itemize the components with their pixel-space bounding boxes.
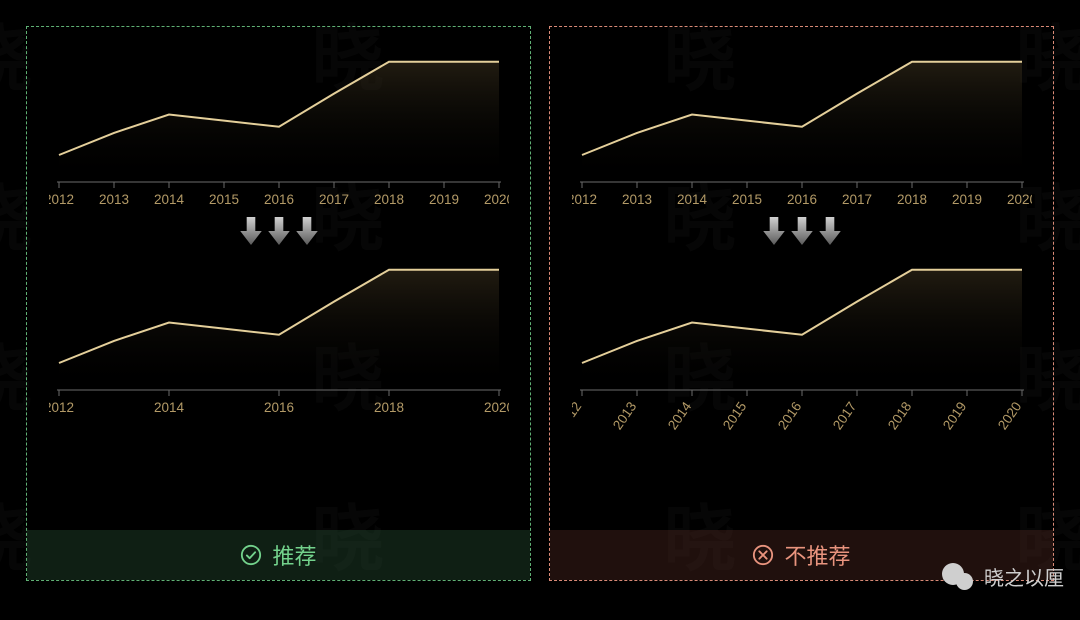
watermark: 晓之以厘 <box>942 562 1064 591</box>
chart-top-bad: 2012 2013 2014 2015 2016 2017 2018 2019 2020 <box>572 41 1032 211</box>
svg-text:2017: 2017 <box>829 399 859 432</box>
footer-label-bad: 不推荐 <box>784 539 850 571</box>
check-circle-icon <box>240 544 262 566</box>
svg-text:2013: 2013 <box>98 192 128 207</box>
chart-bottom-bad: 2012 2013 2014 2015 2016 2017 2018 2019 2020 <box>572 249 1032 444</box>
svg-text:2018: 2018 <box>884 399 914 432</box>
svg-text:2016: 2016 <box>786 192 816 207</box>
wechat-icon <box>942 563 976 591</box>
svg-text:2019: 2019 <box>951 192 981 207</box>
svg-text:2015: 2015 <box>731 192 761 207</box>
svg-text:2016: 2016 <box>774 399 804 432</box>
svg-text:2017: 2017 <box>841 192 871 207</box>
panel-recommended: 2012 2013 2014 2015 2016 2017 2018 2019 2020 201… <box>26 26 531 581</box>
svg-text:2014: 2014 <box>153 400 184 415</box>
area-chart-sparse-labels: 2012 2014 2016 2018 2020 <box>49 249 509 419</box>
footer-recommended: 推荐 <box>27 530 530 580</box>
svg-text:2020: 2020 <box>1006 192 1031 207</box>
svg-text:2019: 2019 <box>428 192 458 207</box>
svg-text:2017: 2017 <box>318 192 348 207</box>
arrow-down-icon <box>791 217 813 245</box>
svg-text:2012: 2012 <box>572 399 584 432</box>
comparison-container: 2012 2013 2014 2015 2016 2017 2018 2019 2020 201… <box>0 0 1080 601</box>
x-circle-icon <box>752 544 774 566</box>
arrow-down-icon <box>240 217 262 245</box>
svg-text:2018: 2018 <box>373 400 403 415</box>
watermark-text: 晓之以厘 <box>984 562 1064 591</box>
svg-text:2014: 2014 <box>676 192 707 207</box>
chart-top-good: 2012 2013 2014 2015 2016 2017 2018 2019 2020 <box>49 41 509 211</box>
area-chart-dense-labels-2: 2012 2013 2014 2015 2016 2017 2018 2019 2020 <box>572 41 1032 211</box>
arrow-down-icon <box>819 217 841 245</box>
svg-text:2020: 2020 <box>483 400 508 415</box>
svg-text:2013: 2013 <box>609 399 639 432</box>
arrows-down-2 <box>763 217 841 245</box>
svg-text:2014: 2014 <box>153 192 184 207</box>
svg-text:2012: 2012 <box>572 192 597 207</box>
svg-text:2019: 2019 <box>939 399 969 432</box>
arrow-down-icon <box>268 217 290 245</box>
arrow-down-icon <box>296 217 318 245</box>
svg-text:2018: 2018 <box>373 192 403 207</box>
area-chart-dense-labels: 2012 2013 2014 2015 2016 2017 2018 2019 2020 <box>49 41 509 211</box>
svg-text:2016: 2016 <box>263 400 293 415</box>
svg-text:2012: 2012 <box>49 192 74 207</box>
panel-not-recommended: 2012 2013 2014 2015 2016 2017 2018 2019 2020 201… <box>549 26 1054 581</box>
svg-text:2016: 2016 <box>263 192 293 207</box>
chart-bottom-good: 2012 2014 2016 2018 2020 <box>49 249 509 419</box>
svg-text:2015: 2015 <box>208 192 238 207</box>
svg-text:2020: 2020 <box>483 192 508 207</box>
svg-text:2013: 2013 <box>621 192 651 207</box>
svg-text:2014: 2014 <box>664 399 694 433</box>
svg-text:2015: 2015 <box>719 399 749 432</box>
svg-text:2012: 2012 <box>49 400 74 415</box>
arrows-down <box>240 217 318 245</box>
svg-text:2020: 2020 <box>994 399 1024 432</box>
area-chart-rotated-labels: 2012 2013 2014 2015 2016 2017 2018 2019 2020 <box>572 249 1032 444</box>
footer-label-good: 推荐 <box>272 539 316 571</box>
arrow-down-icon <box>763 217 785 245</box>
svg-text:2018: 2018 <box>896 192 926 207</box>
